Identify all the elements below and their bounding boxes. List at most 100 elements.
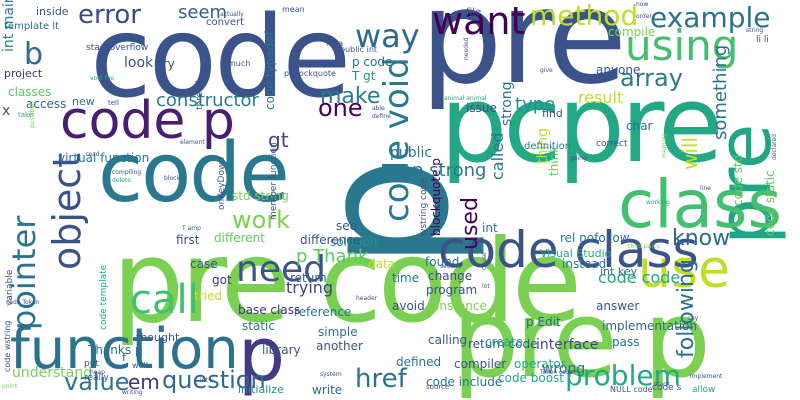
cloud-word: seem <box>178 2 228 23</box>
cloud-word: wrong <box>542 361 586 377</box>
cloud-word: first <box>176 233 200 247</box>
cloud-word: writing <box>122 389 143 396</box>
cloud-word: header <box>356 295 378 302</box>
cloud-word: error <box>78 0 141 30</box>
cloud-word: instance <box>436 299 487 313</box>
cloud-word: idea <box>326 39 344 48</box>
cloud-word: say <box>688 315 699 322</box>
cloud-word: NULL code <box>610 385 653 394</box>
cloud-word: definition <box>524 141 572 152</box>
cloud-word: library <box>262 343 301 357</box>
cloud-word: href <box>355 364 407 394</box>
cloud-word: found <box>425 255 460 269</box>
cloud-word: actually <box>220 11 244 18</box>
cloud-word: char <box>626 119 653 133</box>
cloud-word: data <box>368 257 396 271</box>
cloud-word: strong <box>499 81 515 126</box>
cloud-word: code wstring <box>3 320 12 372</box>
cloud-word: pre code <box>112 215 582 348</box>
cloud-word: code Token <box>6 299 40 306</box>
cloud-word: take <box>18 111 34 119</box>
cloud-word: write <box>312 383 343 397</box>
cloud-word: allow <box>692 385 716 395</box>
cloud-word: implementation <box>602 319 698 333</box>
cloud-word: onKeyDown <box>217 156 227 210</box>
cloud-word: return code <box>468 337 538 351</box>
cloud-word: tried <box>194 289 222 303</box>
cloud-word: Visual Studio <box>540 247 612 260</box>
cloud-word: compiler <box>454 357 507 371</box>
cloud-word: element <box>180 139 205 146</box>
cloud-word: array <box>620 64 683 92</box>
cloud-word: T amp <box>182 225 201 232</box>
cloud-word: code <box>98 126 290 221</box>
cloud-word: understand <box>12 365 93 381</box>
cloud-word: p Thank <box>296 246 369 267</box>
cloud-word: public int <box>340 45 378 54</box>
cloud-word: li li <box>756 35 769 45</box>
cloud-word: heap <box>90 369 105 376</box>
cloud-word: much <box>228 59 251 68</box>
cloud-word: know <box>672 226 731 251</box>
cloud-word: code typedef <box>263 31 277 110</box>
cloud-word: blockquote p <box>429 158 443 236</box>
cloud-word: anyone <box>596 63 641 77</box>
cloud-word: issue <box>466 101 497 115</box>
cloud-word: program <box>426 283 478 297</box>
cloud-word: define <box>372 113 391 120</box>
cloud-word: instead <box>562 257 607 271</box>
cloud-word: lot <box>482 283 490 290</box>
cloud-word: question <box>162 366 266 394</box>
cloud-word: class <box>618 166 782 243</box>
cloud-word: avoid <box>392 299 425 313</box>
cloud-word: gt <box>268 128 289 152</box>
cloud-word: public <box>390 145 433 161</box>
cloud-word: will <box>678 136 702 170</box>
cloud-word: stack <box>654 381 670 388</box>
cloud-word: third party <box>628 243 660 250</box>
cloud-word: able <box>372 105 385 112</box>
cloud-word: want <box>432 0 526 43</box>
cloud-word: called <box>488 132 507 181</box>
cloud-word: compiling <box>112 169 142 176</box>
cloud-word: static <box>242 319 275 333</box>
cloud-word: pre <box>420 0 627 113</box>
cloud-word: code void <box>377 57 417 222</box>
cloud-word: problem <box>565 359 681 392</box>
cloud-word: block <box>164 175 180 182</box>
cloud-word: look <box>124 55 154 71</box>
cloud-word: function <box>10 317 239 382</box>
cloud-word: declared <box>771 134 778 160</box>
cloud-word: source <box>426 383 450 391</box>
cloud-word: try <box>158 57 175 71</box>
cloud-word: new <box>72 95 95 108</box>
cloud-word: member function <box>269 142 279 220</box>
cloud-word: virtual function <box>58 151 150 165</box>
cloud-word: put <box>84 359 99 369</box>
cloud-word: rel nofollow <box>560 231 630 245</box>
cloud-word: p <box>238 312 285 398</box>
cloud-word: wstring code <box>419 178 429 236</box>
cloud-word: interface <box>536 337 599 353</box>
cloud-word: code std <box>731 154 745 206</box>
cloud-word: used <box>458 197 483 250</box>
cloud-word: create <box>485 335 524 349</box>
cloud-word: calling <box>428 333 468 347</box>
cloud-word: animal animal <box>444 95 487 102</box>
cloud-word: return <box>290 271 327 285</box>
cloud-word: way <box>355 17 420 55</box>
cloud-word: solution <box>330 235 378 249</box>
cloud-word: pcpre <box>440 63 723 186</box>
cloud-word: x <box>2 103 11 119</box>
cloud-word: code static <box>763 170 777 236</box>
cloud-word: correct <box>596 139 628 149</box>
cloud-word: second <box>440 263 462 270</box>
cloud-word: needed <box>463 37 470 61</box>
cloud-word: something <box>710 44 731 140</box>
cloud-word: compile <box>608 25 656 39</box>
cloud-word: em <box>128 370 160 394</box>
cloud-word: order <box>636 13 652 20</box>
cloud-word: stackoverflow <box>86 43 149 53</box>
cloud-word: Thanks p <box>88 343 143 357</box>
